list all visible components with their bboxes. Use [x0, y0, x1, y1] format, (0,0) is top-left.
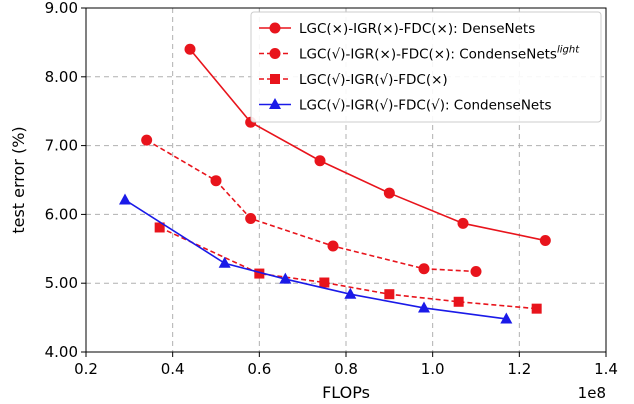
data-point [327, 240, 339, 252]
data-point [539, 235, 551, 247]
data-point [314, 155, 326, 167]
legend: LGC(×)-IGR(×)-FDC(×): DenseNets LGC(√)-IG… [250, 11, 602, 123]
legend-label: LGC(√)-IGR(×)-FDC(×): CondenseNetslight [299, 45, 580, 63]
legend-marker [269, 48, 281, 59]
y-tick-label: 9.00 [45, 0, 78, 17]
data-point [141, 134, 153, 146]
data-point [119, 193, 131, 205]
legend-label: LGC(×)-IGR(×)-FDC(×): DenseNets [299, 21, 535, 37]
x-exponent-label: 1e8 [578, 384, 606, 402]
series-4 [119, 193, 513, 324]
legend-label: LGC(√)-IGR(√)-FDC(√): CondenseNets [299, 98, 552, 114]
x-tick-label: 1.0 [421, 360, 445, 378]
y-tick-label: 4.00 [45, 343, 78, 361]
ticks: 0.2 0.4 0.6 0.8 1.0 1.2 1.4 4.00 5.00 6.00 7.00 8.0… [45, 0, 618, 378]
data-point [418, 301, 430, 313]
x-tick-label: 0.8 [334, 360, 358, 378]
data-point [453, 296, 464, 307]
x-tick-label: 0.4 [161, 360, 185, 378]
legend-entry: LGC(√)-IGR(√)-FDC(√): CondenseNets [259, 98, 552, 114]
data-point [470, 266, 482, 278]
series-1 [184, 43, 551, 247]
legend-entry: LGC(√)-IGR(√)-FDC(×) [259, 72, 448, 88]
data-point [457, 217, 469, 229]
data-point [418, 263, 430, 275]
data-point [344, 287, 357, 299]
x-tick-label: 0.2 [74, 360, 98, 378]
series-line [146, 139, 477, 273]
legend-label: LGC(√)-IGR(√)-FDC(×) [299, 72, 448, 88]
data-point [384, 289, 395, 300]
data-point [210, 175, 222, 187]
series-2 [141, 134, 482, 278]
x-tick-label: 1.2 [507, 360, 531, 378]
data-point [184, 43, 196, 55]
x-tick-label: 0.6 [247, 360, 271, 378]
series-layer [119, 43, 551, 324]
data-point [218, 256, 231, 268]
legend-box [250, 11, 602, 123]
y-axis-label: test error (%) [9, 126, 28, 233]
data-point [319, 277, 330, 288]
data-point [254, 268, 265, 279]
series-line [189, 48, 546, 242]
data-point [245, 213, 257, 225]
legend-marker [270, 74, 280, 84]
y-tick-label: 5.00 [45, 274, 78, 292]
data-point [279, 272, 292, 284]
series-line [159, 226, 537, 310]
y-tick-label: 6.00 [45, 205, 78, 223]
y-tick-label: 7.00 [45, 137, 78, 155]
y-tick-label: 8.00 [45, 68, 78, 86]
legend-marker [269, 22, 281, 34]
series-line [124, 199, 507, 320]
data-point [531, 303, 542, 314]
legend-entry: LGC(×)-IGR(×)-FDC(×): DenseNets [259, 21, 535, 37]
series-3 [154, 222, 542, 314]
data-point [500, 312, 513, 324]
x-tick-label: 1.4 [594, 360, 618, 378]
data-point [154, 222, 165, 233]
legend-marker [269, 98, 281, 109]
data-point [383, 187, 395, 199]
x-axis-label: FLOPs [322, 383, 370, 402]
legend-entry: LGC(√)-IGR(×)-FDC(×): CondenseNetslight [259, 45, 580, 63]
